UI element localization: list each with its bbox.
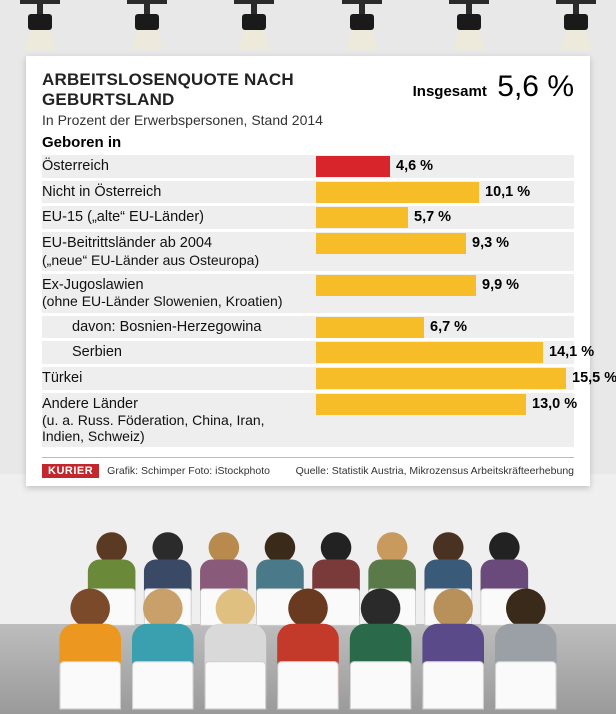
row-sublabel: („neue“ EU-Länder aus Osteuropa) <box>42 252 310 268</box>
row-sublabel: (u. a. Russ. Föderation, China, Iran, In… <box>42 412 310 444</box>
bar-cell: 10,1 % <box>316 182 574 203</box>
bar-rows: Österreich 4,6 % Nicht in Österreich 10,1 %… <box>42 155 574 447</box>
footer-credits: Grafik: Schimper Foto: iStockphoto <box>107 465 270 477</box>
bar-value: 4,6 % <box>390 156 433 177</box>
bar-row: Türkei15,5 % <box>42 367 574 390</box>
row-label: EU-Beitrittsländer ab 2004(„neue“ EU-Län… <box>42 232 316 271</box>
bar-value: 15,5 % <box>566 368 616 389</box>
footer: KURIER Grafik: Schimper Foto: iStockphot… <box>42 457 574 478</box>
bar-row: Österreich 4,6 % <box>42 155 574 178</box>
spotlight-icon <box>556 0 596 52</box>
bar-cell: 15,5 % <box>316 368 574 389</box>
spotlight-row <box>0 0 616 56</box>
bar <box>316 368 566 389</box>
audience-person <box>420 589 486 710</box>
chart-panel: ARBEITSLOSENQUOTE NACH GEBURTSLAND In Pr… <box>26 56 590 486</box>
audience-person <box>275 589 341 710</box>
bar <box>316 182 479 203</box>
bar-value: 9,9 % <box>476 275 519 296</box>
bar-row: Ex-Jugoslawien(ohne EU-Länder Slowenien,… <box>42 274 574 313</box>
bar <box>316 207 408 228</box>
bar-cell: 9,3 % <box>316 233 574 254</box>
row-sublabel: (ohne EU-Länder Slowenien, Kroatien) <box>42 293 310 309</box>
bar-cell: 5,7 % <box>316 207 574 228</box>
bar-value: 14,1 % <box>543 342 594 363</box>
spotlight-icon <box>234 0 274 52</box>
bar-cell: 14,1 % <box>316 342 574 363</box>
bar <box>316 275 476 296</box>
row-label: Nicht in Österreich <box>42 181 316 204</box>
overall-label: Insgesamt <box>413 83 487 100</box>
spotlight-icon <box>342 0 382 52</box>
bar-cell: 9,9 % <box>316 275 574 296</box>
bar-row: Andere Länder(u. a. Russ. Föderation, Ch… <box>42 393 574 448</box>
row-label: Türkei <box>42 367 316 390</box>
bar-row: Nicht in Österreich 10,1 % <box>42 181 574 204</box>
audience-person <box>57 589 123 710</box>
spotlight-icon <box>127 0 167 52</box>
bar <box>316 233 466 254</box>
bar-row: EU-Beitrittsländer ab 2004(„neue“ EU-Län… <box>42 232 574 271</box>
overall-block: Insgesamt 5,6 % <box>413 70 574 104</box>
bar <box>316 394 526 415</box>
bar-value: 13,0 % <box>526 394 577 415</box>
bar-row: davon: Bosnien-Herzegowina 6,7 % <box>42 316 574 339</box>
row-label: Ex-Jugoslawien(ohne EU-Länder Slowenien,… <box>42 274 316 313</box>
audience-person <box>130 589 196 710</box>
spotlight-icon <box>20 0 60 52</box>
bar-value: 5,7 % <box>408 207 451 228</box>
column-header: Geboren in <box>42 134 574 151</box>
overall-value: 5,6 % <box>497 70 574 104</box>
audience-person <box>202 589 268 710</box>
audience-person <box>493 589 559 710</box>
row-label: Andere Länder(u. a. Russ. Föderation, Ch… <box>42 393 316 448</box>
bar-cell: 13,0 % <box>316 394 574 415</box>
bar-cell: 4,6 % <box>316 156 574 177</box>
bar-value: 6,7 % <box>424 317 467 338</box>
spotlight-icon <box>449 0 489 52</box>
row-label: EU-15 („alte“ EU-Länder) <box>42 206 316 229</box>
bar-value: 9,3 % <box>466 233 509 254</box>
bar <box>316 317 424 338</box>
bar <box>316 156 390 177</box>
footer-source: Quelle: Statistik Austria, Mikrozensus A… <box>296 465 574 477</box>
bar <box>316 342 543 363</box>
bar-cell: 6,7 % <box>316 317 574 338</box>
chart-title: ARBEITSLOSENQUOTE NACH GEBURTSLAND <box>42 70 413 110</box>
audience-person <box>348 589 414 710</box>
bar-row: EU-15 („alte“ EU-Länder) 5,7 % <box>42 206 574 229</box>
row-label: Serbien <box>42 341 316 364</box>
row-label: davon: Bosnien-Herzegowina <box>42 316 316 339</box>
chart-subtitle: In Prozent der Erwerbspersonen, Stand 20… <box>42 112 413 128</box>
bar-value: 10,1 % <box>479 182 530 203</box>
audience-illustration <box>0 474 616 714</box>
bar-row: Serbien14,1 % <box>42 341 574 364</box>
header: ARBEITSLOSENQUOTE NACH GEBURTSLAND In Pr… <box>42 70 574 128</box>
brand-badge: KURIER <box>42 464 99 478</box>
row-label: Österreich <box>42 155 316 178</box>
